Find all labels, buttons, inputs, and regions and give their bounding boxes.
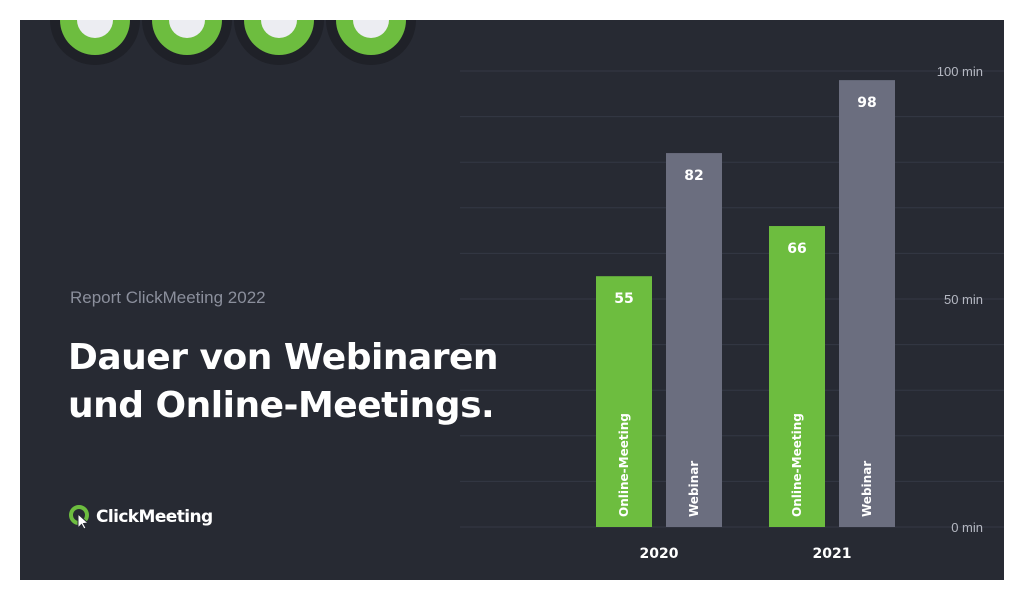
bar [666, 153, 722, 527]
y-tick-label: 50 min [944, 292, 983, 307]
bar [769, 226, 825, 528]
bar-series-label: Online-Meeting [617, 413, 631, 517]
infographic-card: Report ClickMeeting 2022 Dauer von Webin… [20, 20, 1004, 580]
y-tick-label: 100 min [937, 64, 983, 79]
clickmeeting-logo: ClickMeeting [68, 504, 213, 530]
chart-grid [460, 70, 1004, 528]
x-category-label: 2020 [640, 546, 679, 562]
title-line-1: Dauer von Webinaren [68, 337, 499, 378]
decorative-ring-icon [169, 20, 205, 38]
clickmeeting-logo-icon [69, 505, 90, 530]
bar [596, 276, 652, 527]
y-tick-label: 0 min [951, 520, 983, 535]
bar [839, 80, 895, 527]
chart-x-categories: 2020 2021 [640, 546, 852, 562]
chart-bars: 55 Online-Meeting 82 Webinar 66 Online-Meetin… [596, 80, 895, 528]
logo-text: ClickMeeting [96, 507, 213, 527]
decorative-ring-icon [261, 20, 297, 38]
x-category-label: 2021 [813, 546, 852, 562]
bar-value-label: 66 [787, 241, 806, 257]
bar-chart: 55 Online-Meeting 82 Webinar 66 Online-Meetin… [460, 64, 1004, 562]
bar-value-label: 82 [684, 168, 703, 184]
decorative-ring-icon [353, 20, 389, 38]
decorative-ring-icon [77, 20, 113, 38]
page-title: Dauer von Webinaren und Online-Meetings. [68, 334, 538, 430]
bar-value-label: 55 [614, 291, 633, 307]
chart-y-ticks: 0 min 50 min 100 min [937, 64, 983, 535]
bar-series-label: Webinar [860, 461, 874, 517]
report-subtitle: Report ClickMeeting 2022 [70, 288, 266, 307]
bar-series-label: Online-Meeting [790, 413, 804, 517]
title-line-2: und Online-Meetings. [68, 385, 495, 426]
bar-value-label: 98 [857, 95, 876, 111]
bar-series-label: Webinar [687, 461, 701, 517]
